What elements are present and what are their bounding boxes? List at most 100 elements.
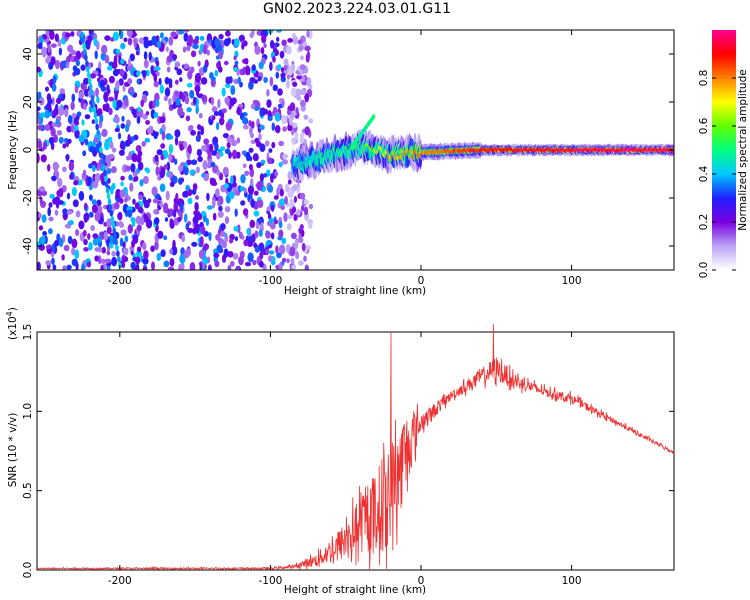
spectrogram-cell — [103, 92, 108, 102]
spectrogram-cell — [105, 187, 110, 194]
spectrogram-cell — [197, 156, 203, 163]
spectrogram-cell — [282, 154, 289, 159]
spectrogram-cell — [259, 124, 265, 131]
spectrogram-cell — [114, 91, 118, 101]
spectrogram-cell — [47, 207, 52, 217]
spectrogram-cell — [119, 142, 125, 150]
spectrogram-cell — [163, 95, 168, 102]
spectrogram-cell — [271, 122, 276, 131]
spectrogram-cell — [306, 30, 310, 38]
spectrogram-cell — [68, 220, 74, 226]
spectrogram-cell — [142, 114, 148, 120]
spectrogram-cell — [104, 54, 110, 64]
spectrogram-cell — [242, 66, 246, 76]
spectrogram-cell — [294, 131, 299, 140]
spectrogram-cell — [259, 173, 265, 182]
spectrogram-cell — [50, 56, 56, 65]
spectrogram-cell — [66, 264, 72, 270]
spectrogram-cell — [272, 84, 278, 92]
spectrogram-cell — [291, 137, 296, 145]
spectrogram-cell — [96, 199, 102, 207]
spectrogram-cell — [278, 244, 286, 255]
spectrogram-cell — [104, 258, 112, 264]
spectrogram-cell — [244, 65, 251, 76]
spectrogram-cell — [216, 169, 221, 176]
spectrogram-cell — [186, 82, 193, 88]
spectrogram-cell — [251, 30, 255, 36]
spectrogram-cell — [153, 209, 158, 215]
spectrogram-cell — [104, 35, 111, 41]
spectrogram-cell — [229, 260, 235, 267]
spectrogram-cell — [78, 135, 85, 143]
spectrogram-cell — [49, 193, 55, 199]
spectrogram-cell — [109, 210, 114, 217]
spectrogram-cell — [114, 239, 118, 246]
spectrogram-cell — [65, 61, 70, 69]
spectrogram-cell — [258, 260, 264, 268]
spectrogram-cell — [264, 108, 268, 115]
spectrogram-cell — [168, 152, 173, 162]
spectrogram-cell — [277, 88, 283, 96]
spectrogram-cell — [37, 124, 43, 131]
spectrogram-cell — [55, 97, 62, 105]
spectrogram-cell — [234, 236, 239, 242]
spectrogram-cell — [141, 141, 146, 147]
spectrogram-cell — [165, 46, 169, 52]
spectrogram-cell — [136, 78, 141, 85]
spectrogram-cell — [118, 198, 124, 204]
colorbar-tick-label: 0.0 — [698, 262, 710, 279]
spectrogram-cell — [244, 261, 252, 267]
spectrogram-cell — [178, 177, 183, 185]
spectrogram-cell — [145, 111, 150, 116]
spectrogram-cell — [75, 120, 80, 126]
spectrogram-cell — [298, 44, 304, 52]
spectrogram-cell — [183, 63, 189, 70]
spectrogram-cell — [295, 107, 299, 114]
spectrogram-cell — [52, 75, 57, 84]
spectrogram-cell — [54, 33, 60, 43]
spectrogram-cell — [211, 115, 216, 121]
spectrogram-cell — [172, 208, 177, 218]
spectrogram-cell — [252, 153, 259, 162]
spectrogram-cell — [301, 242, 306, 252]
spectrogram-cell — [177, 208, 182, 216]
spectrogram-cell — [38, 212, 42, 219]
spectrogram-cell — [295, 251, 300, 260]
spectrogram-cell — [267, 157, 273, 165]
x-tick-label: 100 — [562, 575, 582, 587]
spectrogram-cell — [127, 133, 131, 144]
spectrogram-cell — [111, 221, 115, 229]
spectrogram-cell — [151, 186, 158, 196]
spectrogram-cell — [231, 139, 237, 147]
spectrogram-cell — [291, 264, 297, 270]
spectrogram-cell — [102, 104, 107, 112]
spectrogram-cell — [254, 230, 259, 239]
spectrogram-cell — [287, 179, 292, 185]
spectrogram-cell — [131, 153, 138, 163]
spectrogram-cell — [87, 77, 92, 85]
spectrogram-cell — [38, 244, 45, 251]
spectrogram-cell — [265, 169, 271, 177]
spectrogram-cell — [44, 110, 50, 119]
spectrogram-cell — [288, 68, 293, 76]
spectrogram-cell — [170, 31, 177, 38]
spectrogram-cell — [274, 170, 278, 177]
spectrogram-cell — [251, 64, 256, 71]
snr-x-ticks: -200 -100 0 100 — [108, 332, 582, 587]
spectrogram-cell — [121, 115, 125, 122]
spectrogram-cell — [258, 229, 263, 237]
spectrogram-cell — [250, 178, 254, 187]
spectrogram-cell — [211, 181, 218, 187]
spectrogram-cell — [118, 149, 125, 156]
y-tick-label: 0.5 — [22, 482, 34, 499]
spectrogram-cell — [88, 163, 93, 169]
spectrogram-cell — [99, 79, 106, 88]
spectrogram-cell — [82, 229, 87, 237]
spectrogram-cell — [169, 248, 174, 255]
spectrogram-cell — [238, 255, 244, 266]
spectrogram-cell — [265, 239, 272, 246]
spectrogram-cell — [118, 78, 124, 86]
spectrogram-cell — [191, 189, 197, 195]
spectrogram-cell — [304, 45, 311, 52]
spectrogram-cell — [183, 32, 189, 42]
